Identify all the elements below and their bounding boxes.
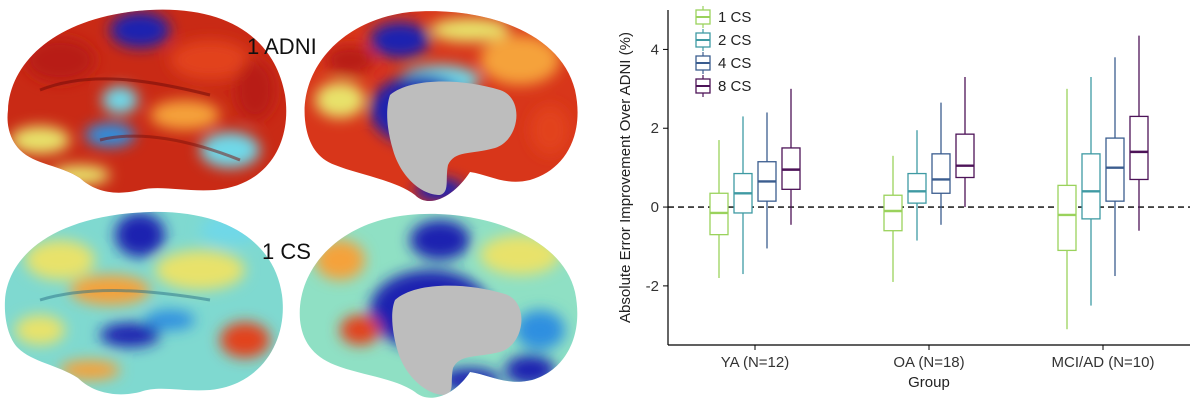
box-iqr (1129, 115, 1149, 181)
box-iqr (883, 194, 903, 232)
y-tick-label: 2 (651, 120, 659, 137)
brain-surface-panel: 1 ADNI 1 CS (0, 0, 600, 409)
boxplot-svg: -2 0 2 4 YA (N=12) OA (N=18) MCI/AD (N=10) Grou… (617, 6, 1190, 391)
legend-label: 8 CS (718, 78, 751, 95)
label-1-adni: 1 ADNI (247, 34, 317, 59)
y-tick-label: -2 (646, 278, 659, 295)
x-tick-label: YA (N=12) (721, 354, 790, 371)
box-iqr (907, 172, 927, 204)
brain-lateral-cs (4, 211, 283, 395)
boxplot-chart: -2 0 2 4 YA (N=12) OA (N=18) MCI/AD (N=10) Grou… (610, 0, 1200, 409)
brain-surface-maps (4, 9, 578, 398)
box-iqr (1057, 184, 1077, 252)
box-iqr (955, 133, 975, 179)
legend-label: 4 CS (718, 55, 751, 72)
box-iqr (1105, 137, 1125, 202)
legend-label: 1 CS (718, 9, 751, 26)
legend-label: 2 CS (718, 32, 751, 49)
brain-lateral-adni (7, 9, 287, 193)
x-tick-label: OA (N=18) (893, 354, 964, 371)
brain-medial-adni (304, 11, 578, 202)
x-axis-title: Group (908, 374, 950, 391)
brain-medial-cs (299, 213, 578, 398)
box-iqr (931, 153, 951, 194)
x-tick-label: MCI/AD (N=10) (1052, 354, 1155, 371)
y-tick-label: 0 (651, 199, 659, 216)
label-1-cs: 1 CS (262, 239, 311, 264)
y-axis-title: Absolute Error Improvement Over ADNI (%) (617, 32, 634, 323)
y-tick-label: 4 (651, 41, 659, 58)
box-iqr (1081, 153, 1101, 220)
